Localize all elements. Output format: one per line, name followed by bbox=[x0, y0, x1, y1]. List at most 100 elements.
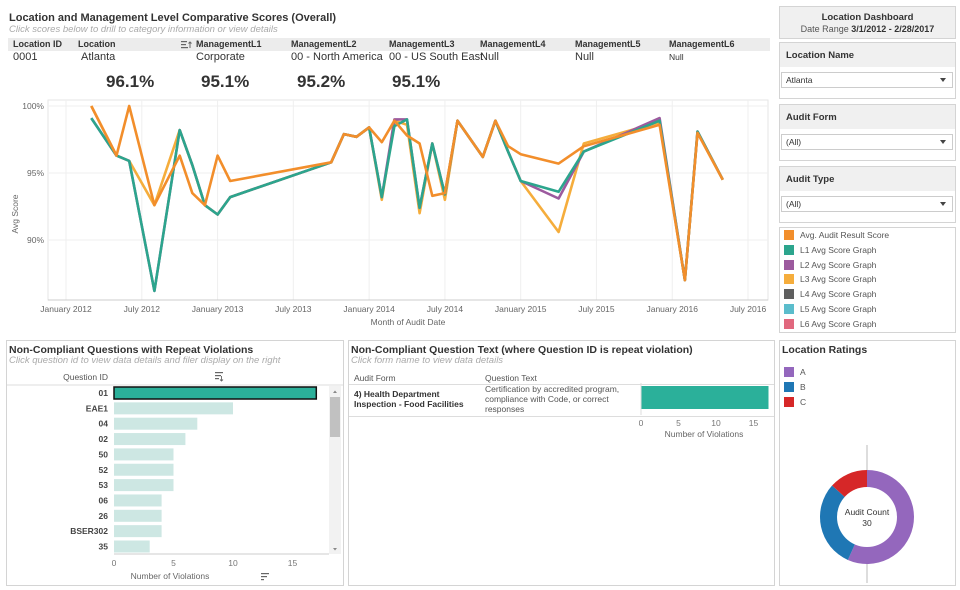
legend-item[interactable]: L3 Avg Score Graph bbox=[784, 274, 876, 286]
question-id-label[interactable]: 50 bbox=[99, 449, 109, 459]
bar-bser302[interactable] bbox=[114, 525, 162, 538]
x-tick-label: 15 bbox=[288, 558, 298, 568]
management-l5-value: Null bbox=[575, 51, 594, 63]
bar-52[interactable] bbox=[114, 463, 174, 476]
center-value: 30 bbox=[862, 518, 872, 528]
legend-swatch bbox=[784, 367, 794, 377]
sort-icon[interactable] bbox=[215, 372, 224, 382]
filter-audit-form-label: Audit Form bbox=[780, 105, 955, 129]
date-range: Date Range 3/1/2012 - 2/28/2017 bbox=[780, 24, 955, 34]
legend-label: L5 Avg Score Graph bbox=[800, 304, 877, 314]
legend-swatch bbox=[784, 230, 794, 240]
legend-item[interactable]: L1 Avg Score Graph bbox=[784, 245, 876, 257]
legend-label: L4 Avg Score Graph bbox=[800, 289, 877, 299]
legend-item[interactable]: Avg. Audit Result Score bbox=[784, 230, 889, 242]
x-axis-label: Number of Violations bbox=[665, 429, 744, 439]
bar-26[interactable] bbox=[114, 509, 162, 522]
ratings-donut-chart[interactable]: Audit Count 30 bbox=[780, 431, 955, 585]
question-id-label[interactable]: 35 bbox=[99, 542, 109, 552]
repeat-violations-title: Non-Compliant Questions with Repeat Viol… bbox=[9, 344, 254, 356]
legend-item[interactable]: L2 Avg Score Graph bbox=[784, 260, 876, 272]
filter-audit-type: Audit Type (All) bbox=[779, 166, 956, 223]
bar-35[interactable] bbox=[114, 540, 150, 553]
question-id-label[interactable]: 02 bbox=[99, 434, 109, 444]
management-l1-score[interactable]: 95.1% bbox=[201, 72, 250, 91]
x-tick-label: July 2015 bbox=[578, 304, 615, 314]
x-tick-label: January 2014 bbox=[343, 304, 395, 314]
audit-form-dropdown[interactable]: (All) bbox=[781, 134, 953, 150]
location-score[interactable]: 96.1% bbox=[106, 72, 155, 91]
question-id-label[interactable]: EAE1 bbox=[86, 403, 108, 413]
management-l2-score[interactable]: 95.2% bbox=[297, 72, 346, 91]
bar-01[interactable] bbox=[113, 386, 318, 400]
series-line-avg-audit-result-score[interactable] bbox=[90, 104, 724, 282]
question-id-label[interactable]: 26 bbox=[99, 511, 109, 521]
chevron-down-icon bbox=[940, 202, 946, 206]
col-management-l3: ManagementL3 bbox=[389, 39, 455, 49]
bar-53[interactable] bbox=[114, 479, 174, 492]
bar-02[interactable] bbox=[114, 433, 186, 446]
legend-item[interactable]: C bbox=[784, 397, 806, 412]
legend-label: Avg. Audit Result Score bbox=[800, 230, 890, 240]
legend-item[interactable]: L6 Avg Score Graph bbox=[784, 319, 876, 331]
question-id-label[interactable]: 01 bbox=[99, 388, 109, 398]
scroll-down-icon[interactable] bbox=[333, 548, 337, 551]
x-tick-label: 0 bbox=[639, 418, 644, 428]
y-tick-label: 95% bbox=[27, 168, 44, 178]
legend-item[interactable]: L4 Avg Score Graph bbox=[784, 289, 876, 301]
sort-icon[interactable] bbox=[181, 40, 193, 50]
location-ratings-panel: Location Ratings A B C Audit Count 30 bbox=[779, 340, 956, 586]
question-id-header: Question ID bbox=[63, 372, 108, 382]
bar-50[interactable] bbox=[114, 448, 174, 461]
x-axis-label: Month of Audit Date bbox=[371, 317, 446, 327]
repeat-violations-panel: Non-Compliant Questions with Repeat Viol… bbox=[6, 340, 344, 586]
audit-form-link[interactable]: 4) Health Department Inspection - Food F… bbox=[354, 389, 464, 409]
filter-location-name: Location Name Atlanta bbox=[779, 42, 956, 99]
legend-swatch bbox=[784, 289, 794, 299]
location-dashboard-title: Location Dashboard bbox=[821, 12, 914, 23]
location-name-dropdown[interactable]: Atlanta bbox=[781, 72, 953, 88]
question-id-label[interactable]: 04 bbox=[99, 419, 109, 429]
legend-item[interactable]: L5 Avg Score Graph bbox=[784, 304, 876, 316]
bar-eae1[interactable] bbox=[114, 402, 233, 415]
x-tick-label: January 2015 bbox=[495, 304, 547, 314]
legend-item[interactable]: A bbox=[784, 367, 806, 382]
bar-04[interactable] bbox=[114, 417, 198, 430]
col-management-l2: ManagementL2 bbox=[291, 39, 357, 49]
legend-swatch bbox=[784, 397, 794, 407]
management-l6-value: Null bbox=[669, 52, 684, 62]
row-divider bbox=[349, 416, 774, 417]
audit-type-dropdown[interactable]: (All) bbox=[781, 196, 953, 212]
x-tick-label: 15 bbox=[749, 418, 759, 428]
legend-item[interactable]: B bbox=[784, 382, 806, 397]
repeat-violations-chart[interactable]: Question ID 01 EAE1 04 02 50 52 53 06 26 BSER302 3… bbox=[7, 369, 343, 585]
y-tick-label: 90% bbox=[27, 235, 44, 245]
management-l3-score[interactable]: 95.1% bbox=[392, 72, 441, 91]
audit-form-header: Audit Form bbox=[354, 373, 396, 383]
audit-type-selected: (All) bbox=[786, 199, 802, 209]
question-violations-chart[interactable]: 0 5 10 15 Number of Violations bbox=[634, 381, 774, 441]
scrollbar-thumb[interactable] bbox=[330, 397, 340, 437]
score-trend-chart[interactable]: January 2012 July 2012 January 2013 July 20… bbox=[0, 92, 775, 332]
legend-label: L2 Avg Score Graph bbox=[800, 260, 877, 270]
scroll-up-icon[interactable] bbox=[333, 390, 337, 394]
legend-swatch bbox=[784, 260, 794, 270]
management-l2-value: 00 - North America bbox=[291, 51, 383, 63]
filter-location-name-label: Location Name bbox=[780, 43, 955, 67]
col-management-l4: ManagementL4 bbox=[480, 39, 546, 49]
question-id-label[interactable]: 53 bbox=[99, 480, 109, 490]
series-line-l1-avg-score-graph[interactable] bbox=[90, 117, 724, 293]
location-id-value: 0001 bbox=[13, 51, 38, 63]
question-id-label[interactable]: BSER302 bbox=[70, 526, 108, 536]
dashboard-subtitle: Click scores below to drill to category … bbox=[9, 24, 278, 35]
legend-label: B bbox=[800, 382, 806, 392]
sort-icon[interactable] bbox=[261, 573, 269, 581]
x-tick-label: January 2013 bbox=[192, 304, 244, 314]
management-l3-value: 00 - US South East bbox=[389, 51, 484, 63]
question-text-title: Non-Compliant Question Text (where Quest… bbox=[351, 344, 693, 356]
bar-06[interactable] bbox=[114, 494, 162, 507]
question-id-label[interactable]: 52 bbox=[99, 465, 109, 475]
donut-hole bbox=[837, 487, 897, 547]
question-id-label[interactable]: 06 bbox=[99, 495, 109, 505]
violations-bar[interactable] bbox=[641, 386, 769, 409]
